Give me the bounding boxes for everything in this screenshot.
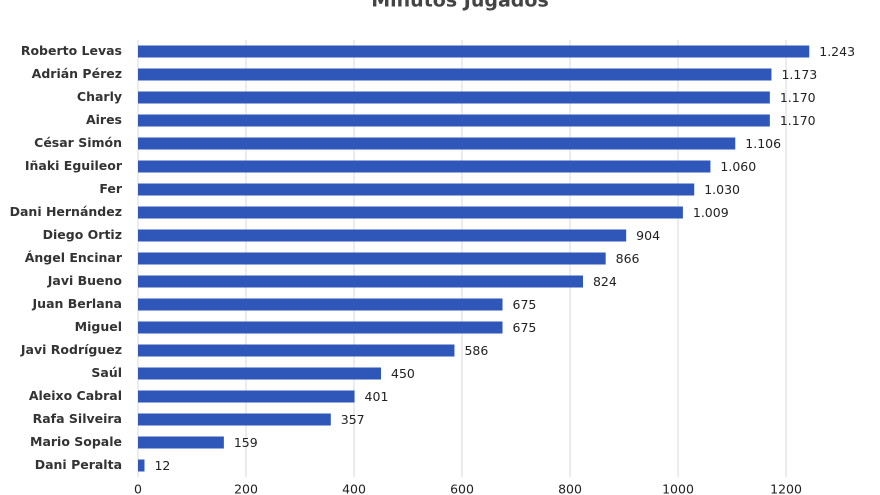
data-label: 357: [341, 412, 365, 427]
y-tick-label: Dani Peralta: [35, 457, 122, 472]
bar: [138, 390, 355, 403]
y-tick-label: Javi Rodríguez: [20, 342, 122, 357]
x-tick-label: 200: [234, 482, 258, 495]
bar: [138, 91, 770, 104]
bar: [138, 229, 627, 242]
data-label: 904: [636, 228, 660, 243]
data-label: 1.170: [780, 90, 816, 105]
y-tick-label: César Simón: [34, 135, 122, 150]
bar: [138, 321, 503, 334]
data-label: 675: [513, 320, 537, 335]
x-tick-label: 600: [450, 482, 474, 495]
y-tick-label: Roberto Levas: [21, 43, 122, 58]
bar: [138, 459, 145, 472]
x-tick-label: 800: [558, 482, 582, 495]
bar: [138, 160, 711, 173]
y-tick-label: Saúl: [91, 365, 122, 380]
x-tick-label: 0: [134, 482, 142, 495]
data-label: 824: [593, 274, 617, 289]
data-label: 401: [365, 389, 389, 404]
data-label: 1.243: [819, 44, 855, 59]
bar: [138, 114, 770, 127]
y-tick-label: Javi Bueno: [47, 273, 123, 288]
y-tick-label: Iñaki Eguileor: [25, 158, 123, 173]
data-label: 1.106: [745, 136, 781, 151]
data-label: 159: [234, 435, 258, 450]
data-label: 1.030: [704, 182, 740, 197]
chart-title: Minutos Jugados: [371, 0, 549, 12]
data-label: 12: [154, 458, 170, 473]
y-tick-label: Ángel Encinar: [25, 250, 123, 265]
data-label: 586: [464, 343, 488, 358]
bar: [138, 436, 224, 449]
data-label: 1.173: [781, 67, 817, 82]
data-label: 1.060: [720, 159, 756, 174]
y-tick-label: Aleixo Cabral: [29, 388, 122, 403]
x-tick-label: 1000: [662, 482, 694, 495]
y-tick-label: Juan Berlana: [32, 296, 122, 311]
y-tick-label: Rafa Silveira: [33, 411, 122, 426]
data-label: 450: [391, 366, 415, 381]
bar: [138, 367, 382, 380]
bar: [138, 344, 455, 357]
y-tick-label: Charly: [77, 89, 122, 104]
y-tick-label: Dani Hernández: [10, 204, 122, 219]
bar: [138, 137, 736, 150]
bar: [138, 68, 772, 81]
y-tick-label: Miguel: [75, 319, 122, 334]
bar: [138, 45, 810, 58]
bar: [138, 206, 683, 219]
data-label: 1.170: [780, 113, 816, 128]
data-label: 675: [513, 297, 537, 312]
data-label: 866: [616, 251, 640, 266]
bar: [138, 413, 331, 426]
bar: [138, 275, 583, 288]
x-tick-label: 1200: [770, 482, 802, 495]
y-tick-label: Mario Sopale: [30, 434, 122, 449]
bar: [138, 183, 695, 196]
bar: [138, 252, 606, 265]
y-tick-label: Diego Ortiz: [43, 227, 122, 242]
y-tick-label: Adrián Pérez: [32, 66, 122, 81]
bar: [138, 298, 503, 311]
y-tick-label: Aires: [86, 112, 122, 127]
y-tick-label: Fer: [99, 181, 123, 196]
data-label: 1.009: [693, 205, 729, 220]
x-tick-label: 400: [342, 482, 366, 495]
